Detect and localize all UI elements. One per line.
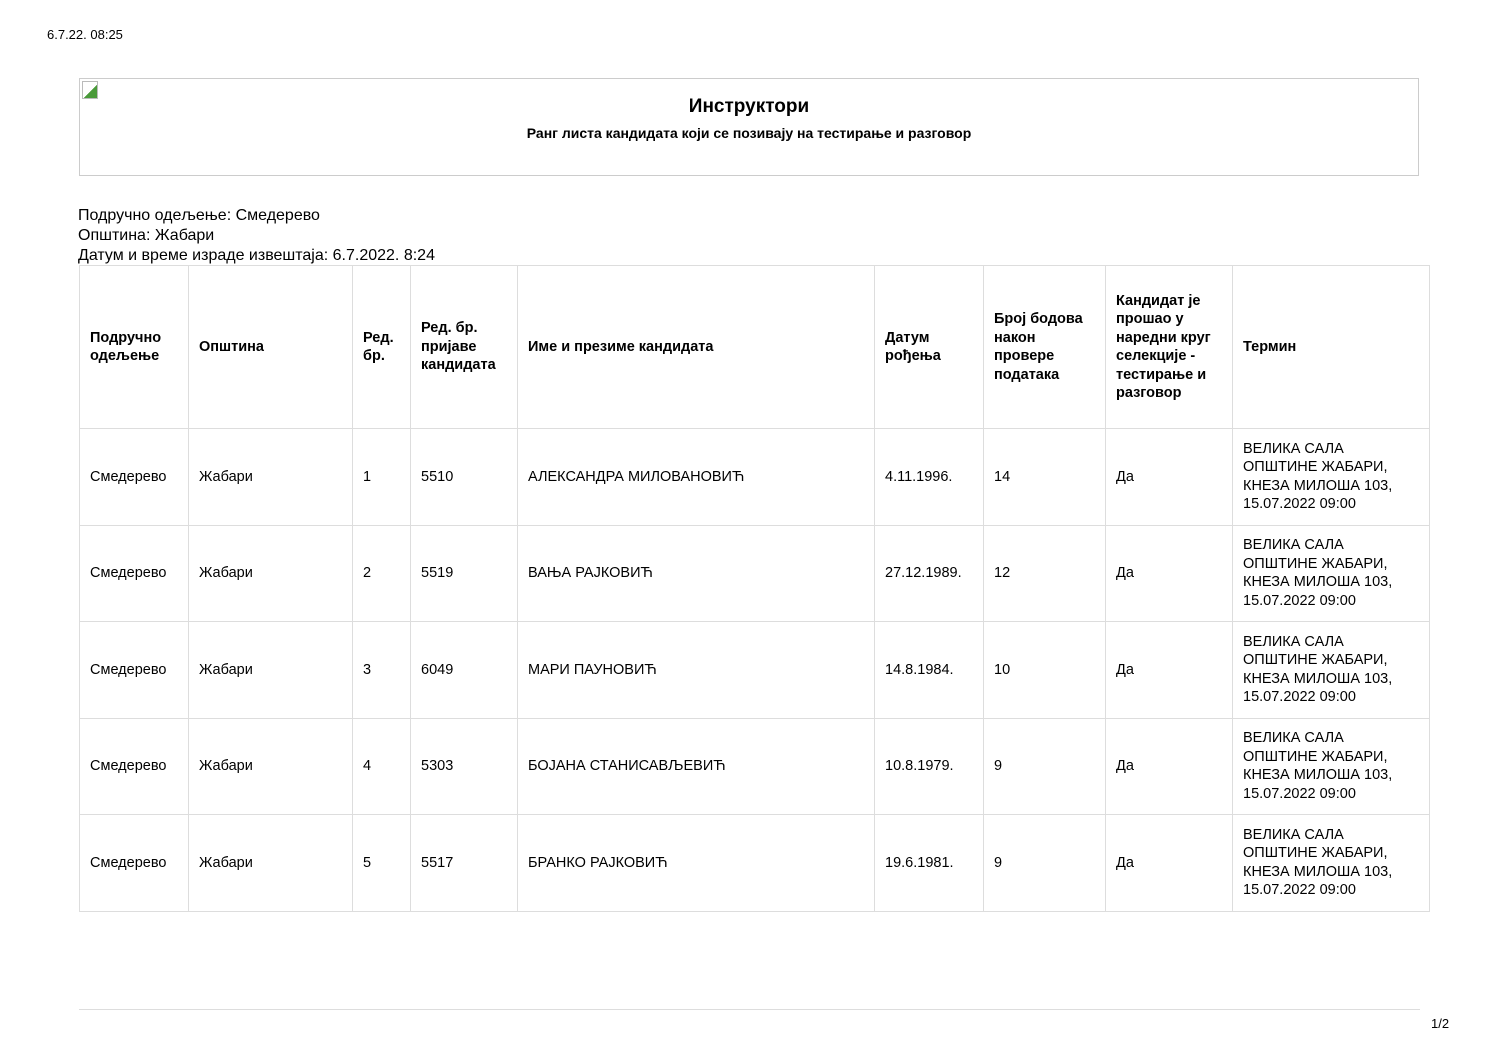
table-row: Смедерево Жабари 5 5517 БРАНКО РАЈКОВИЋ 19.6.…	[79, 814, 1430, 912]
table-cell: 1	[352, 428, 411, 526]
table-cell: Да	[1105, 717, 1233, 815]
column-header: Ред. бр.	[352, 265, 411, 429]
column-header: Ред. бр. пријаве кандидата	[410, 265, 518, 429]
column-header: Подручно одељење	[79, 265, 189, 429]
table-cell: ВЕЛИКА САЛА ОПШТИНЕ ЖАБАРИ, КНЕЗА МИЛОША…	[1232, 717, 1430, 815]
table-row: Смедерево Жабари 3 6049 МАРИ ПАУНОВИЋ 14.8.19…	[79, 621, 1430, 719]
table-cell: Да	[1105, 814, 1233, 912]
table-cell: ВЕЛИКА САЛА ОПШТИНЕ ЖАБАРИ, КНЕЗА МИЛОША…	[1232, 621, 1430, 719]
table-cell: 5519	[410, 524, 518, 622]
report-header: Инструктори Ранг листа кандидата који се…	[79, 78, 1419, 176]
page-subtitle: Ранг листа кандидата који се позивају на…	[526, 125, 972, 141]
table-cell: 5517	[410, 814, 518, 912]
table-cell: 14.8.1984.	[874, 621, 984, 719]
department-line: Подручно одељење: Смедерево	[78, 207, 320, 224]
table-cell: Смедерево	[79, 428, 189, 526]
table-row: Смедерево Жабари 1 5510 АЛЕКСАНДРА МИЛОВАНОВ…	[79, 428, 1430, 526]
table-cell: Смедерево	[79, 814, 189, 912]
table-cell: 12	[983, 524, 1106, 622]
table-cell: 10	[983, 621, 1106, 719]
table-cell: 5303	[410, 717, 518, 815]
broken-image-icon	[82, 81, 98, 99]
table-cell: 27.12.1989.	[874, 524, 984, 622]
table-cell: Жабари	[188, 428, 353, 526]
table-cell: 5510	[410, 428, 518, 526]
table-cell: 9	[983, 717, 1106, 815]
table-cell: 3	[352, 621, 411, 719]
table-cell: 6049	[410, 621, 518, 719]
table-cell: Жабари	[188, 621, 353, 719]
report-datetime-line: Датум и време израде извештаја: 6.7.2022…	[78, 247, 435, 264]
column-header: Кандидат је прошао у наредни круг селекц…	[1105, 265, 1233, 429]
table-cell: 2	[352, 524, 411, 622]
table-cell: 4	[352, 717, 411, 815]
table-cell: ВЕЛИКА САЛА ОПШТИНЕ ЖАБАРИ, КНЕЗА МИЛОША…	[1232, 814, 1430, 912]
table-cell: 19.6.1981.	[874, 814, 984, 912]
table-header-row: Подручно одељење Општина Ред. бр. Ред. бр. …	[79, 265, 1430, 429]
table-cell: Да	[1105, 524, 1233, 622]
page-title: Инструктори	[688, 96, 810, 117]
column-header: Датум рођења	[874, 265, 984, 429]
table-cell: АЛЕКСАНДРА МИЛОВАНОВИЋ	[517, 428, 875, 526]
table-cell: БРАНКО РАЈКОВИЋ	[517, 814, 875, 912]
table-cell: ВЕЛИКА САЛА ОПШТИНЕ ЖАБАРИ, КНЕЗА МИЛОША…	[1232, 524, 1430, 622]
municipality-line: Општина: Жабари	[78, 227, 215, 244]
print-timestamp: 6.7.22. 08:25	[47, 27, 123, 42]
table-cell: ВЕЛИКА САЛА ОПШТИНЕ ЖАБАРИ, КНЕЗА МИЛОША…	[1232, 428, 1430, 526]
table-cell: 4.11.1996.	[874, 428, 984, 526]
column-header: Име и презиме кандидата	[517, 265, 875, 429]
table-cell: БОЈАНА СТАНИСАВЉЕВИЋ	[517, 717, 875, 815]
table-cell: Жабари	[188, 717, 353, 815]
table-cell: 14	[983, 428, 1106, 526]
column-header: Број бодова након провере података	[983, 265, 1106, 429]
table-cell: Да	[1105, 621, 1233, 719]
table-cell: Да	[1105, 428, 1233, 526]
table-cell: Смедерево	[79, 717, 189, 815]
table-cell: ВАЊА РАЈКОВИЋ	[517, 524, 875, 622]
table-row: Смедерево Жабари 2 5519 ВАЊА РАЈКОВИЋ 27.12.1…	[79, 524, 1430, 622]
table-row: Смедерево Жабари 4 5303 БОЈАНА СТАНИСАВЉЕВИЋ…	[79, 717, 1430, 815]
page-number: 1/2	[1431, 1016, 1450, 1031]
table-cell: Жабари	[188, 524, 353, 622]
table-cell: Жабари	[188, 814, 353, 912]
candidates-table: Подручно одељење Општина Ред. бр. Ред. бр. …	[79, 265, 1430, 912]
footer-divider	[79, 1009, 1420, 1010]
table-cell: 5	[352, 814, 411, 912]
table-cell: 9	[983, 814, 1106, 912]
table-cell: 10.8.1979.	[874, 717, 984, 815]
table-cell: Смедерево	[79, 621, 189, 719]
table-cell: МАРИ ПАУНОВИЋ	[517, 621, 875, 719]
column-header: Општина	[188, 265, 353, 429]
table-cell: Смедерево	[79, 524, 189, 622]
column-header: Термин	[1232, 265, 1430, 429]
report-meta: Подручно одељење: Смедерево Општина: Жаб…	[78, 206, 435, 266]
